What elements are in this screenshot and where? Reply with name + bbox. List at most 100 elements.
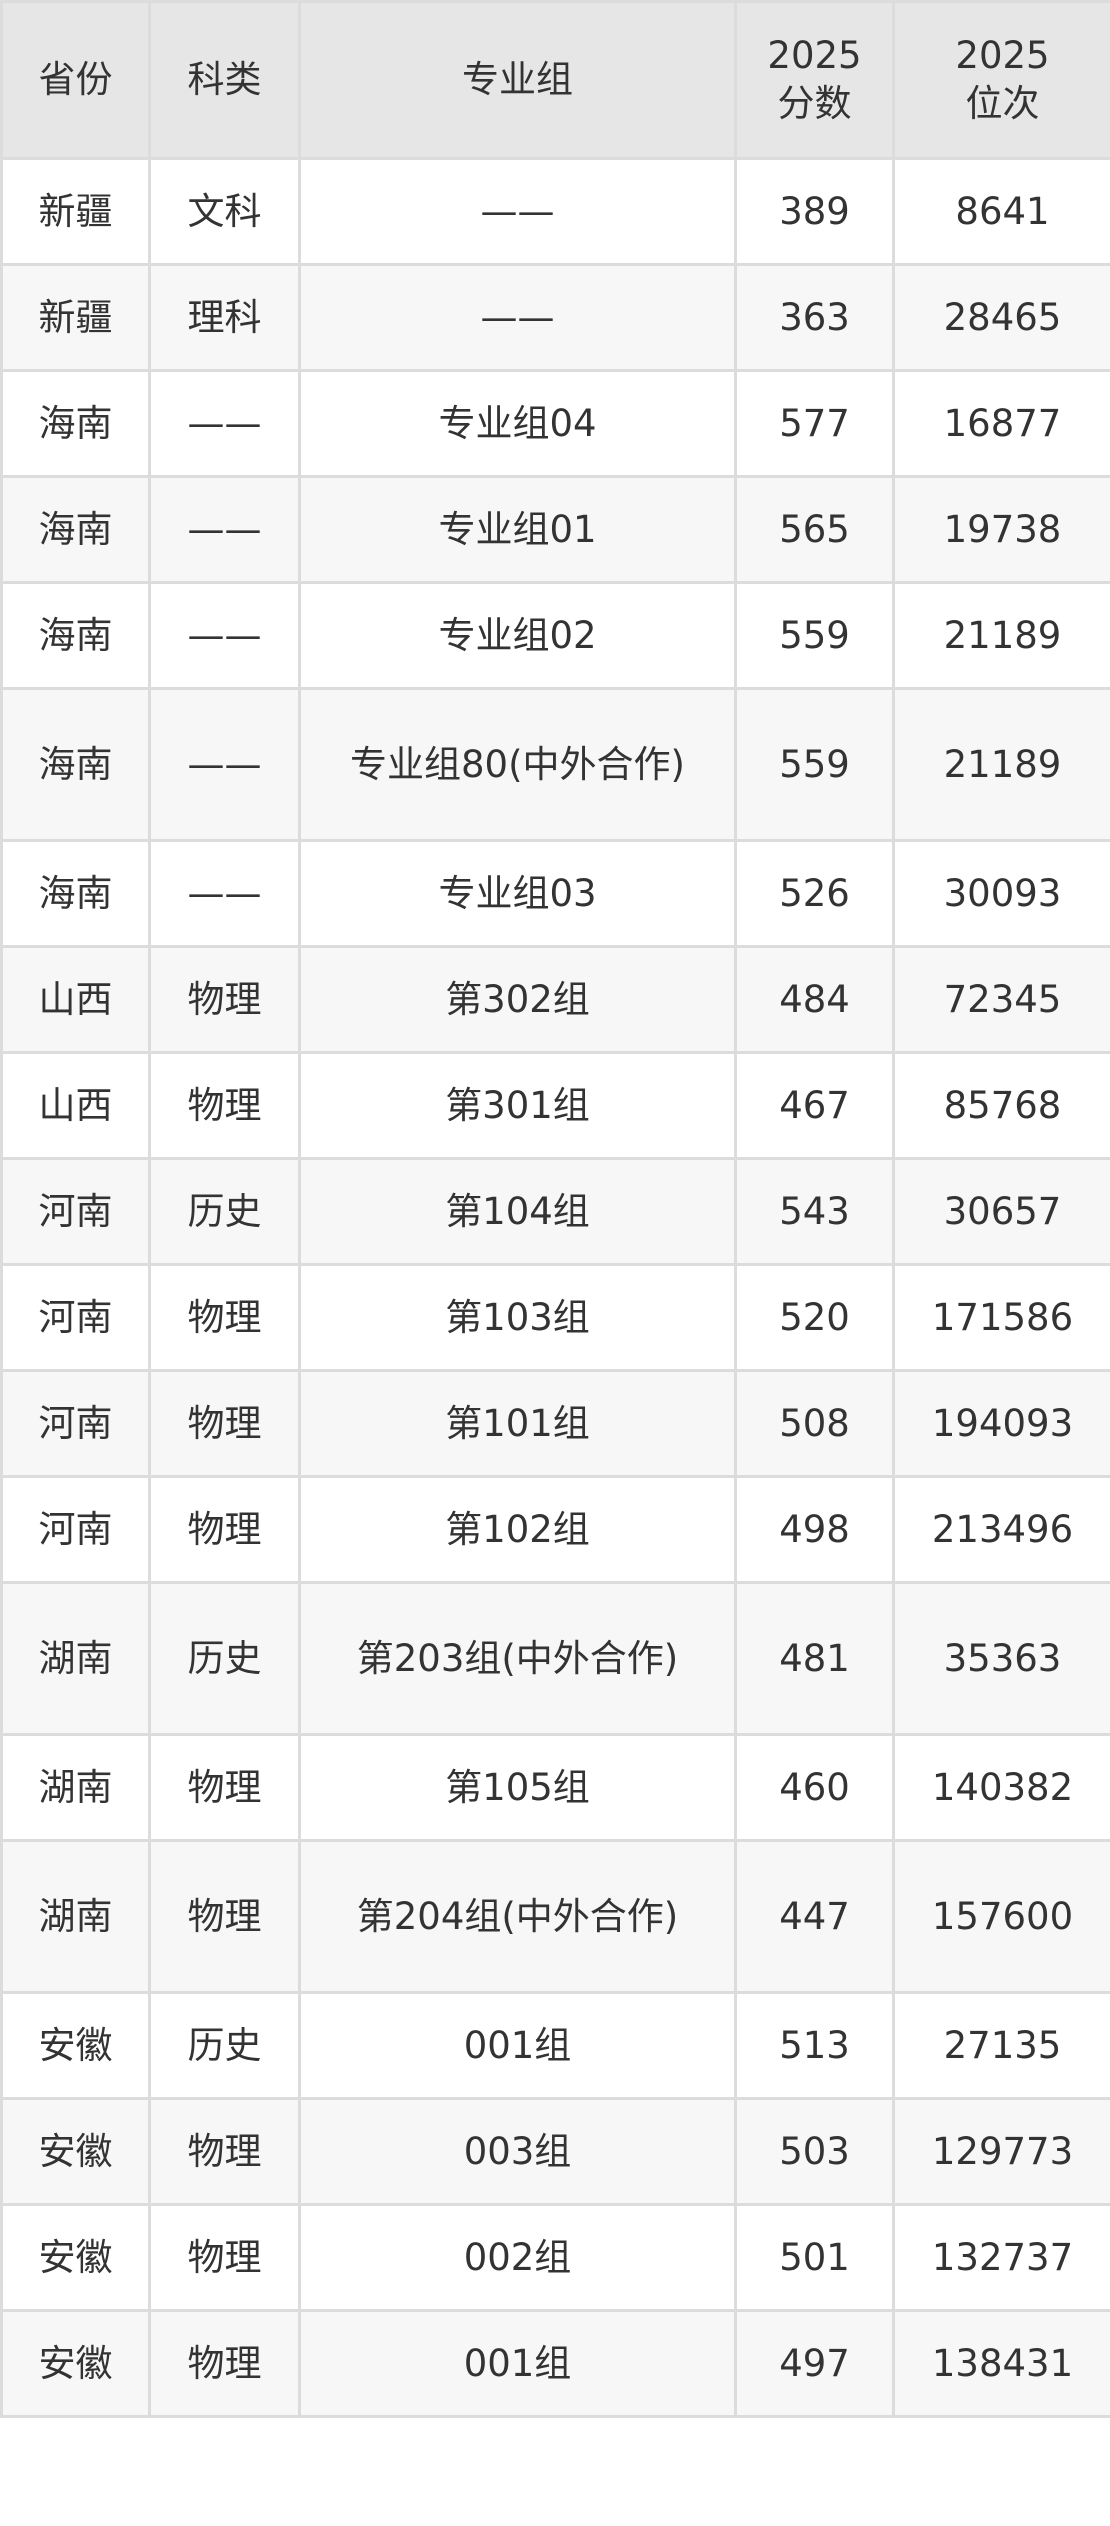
cell-province: 海南 (0, 581, 151, 690)
cell-score: 467 (734, 1051, 895, 1160)
cell-category: —— (148, 581, 301, 690)
cell-group: 第101组 (298, 1369, 737, 1478)
cell-rank: 30657 (892, 1157, 1110, 1266)
header-group: 专业组 (298, 0, 737, 160)
cell-group: —— (298, 263, 737, 372)
table-row: 海南 —— 专业组01 565 19738 (0, 475, 1110, 584)
table-row: 河南 物理 第102组 498 213496 (0, 1475, 1110, 1584)
cell-score: 520 (734, 1263, 895, 1372)
cell-category: 物理 (148, 2097, 301, 2206)
cell-rank: 21189 (892, 581, 1110, 690)
cell-group: 专业组02 (298, 581, 737, 690)
table-row: 湖南 历史 第203组(中外合作) 481 35363 (0, 1581, 1110, 1736)
table-row: 安徽 历史 001组 513 27135 (0, 1991, 1110, 2100)
cell-rank: 8641 (892, 157, 1110, 266)
cell-rank: 85768 (892, 1051, 1110, 1160)
cell-province: 湖南 (0, 1839, 151, 1994)
cell-province: 河南 (0, 1475, 151, 1584)
cell-rank: 35363 (892, 1581, 1110, 1736)
cell-score: 389 (734, 157, 895, 266)
cell-score: 513 (734, 1991, 895, 2100)
cell-group: 第203组(中外合作) (298, 1581, 737, 1736)
cell-category: 历史 (148, 1157, 301, 1266)
cell-rank: 27135 (892, 1991, 1110, 2100)
cell-rank: 21189 (892, 687, 1110, 842)
cell-category: 历史 (148, 1581, 301, 1736)
cell-province: 河南 (0, 1369, 151, 1478)
cell-group: 第302组 (298, 945, 737, 1054)
table-row: 海南 —— 专业组04 577 16877 (0, 369, 1110, 478)
cell-score: 526 (734, 839, 895, 948)
cell-category: 物理 (148, 2309, 301, 2418)
cell-group: 专业组80(中外合作) (298, 687, 737, 842)
cell-province: 河南 (0, 1263, 151, 1372)
cell-province: 海南 (0, 369, 151, 478)
cell-rank: 194093 (892, 1369, 1110, 1478)
header-province: 省份 (0, 0, 151, 160)
header-rank: 2025 位次 (892, 0, 1110, 160)
header-score: 2025 分数 (734, 0, 895, 160)
cell-province: 河南 (0, 1157, 151, 1266)
table-row: 海南 —— 专业组80(中外合作) 559 21189 (0, 687, 1110, 842)
cell-rank: 28465 (892, 263, 1110, 372)
cell-province: 海南 (0, 475, 151, 584)
cell-rank: 19738 (892, 475, 1110, 584)
cell-category: —— (148, 369, 301, 478)
cell-score: 501 (734, 2203, 895, 2312)
cell-group: 第105组 (298, 1733, 737, 1842)
cell-score: 559 (734, 687, 895, 842)
cell-category: 物理 (148, 945, 301, 1054)
table-row: 河南 历史 第104组 543 30657 (0, 1157, 1110, 1266)
cell-category: 物理 (148, 1051, 301, 1160)
cell-category: 物理 (148, 2203, 301, 2312)
cell-group: 第204组(中外合作) (298, 1839, 737, 1994)
cell-province: 山西 (0, 1051, 151, 1160)
cell-category: —— (148, 839, 301, 948)
cell-province: 新疆 (0, 157, 151, 266)
table-row: 河南 物理 第103组 520 171586 (0, 1263, 1110, 1372)
table-row: 新疆 理科 —— 363 28465 (0, 263, 1110, 372)
table-row: 山西 物理 第301组 467 85768 (0, 1051, 1110, 1160)
cell-score: 543 (734, 1157, 895, 1266)
table-row: 海南 —— 专业组03 526 30093 (0, 839, 1110, 948)
cell-category: 理科 (148, 263, 301, 372)
cell-province: 安徽 (0, 2309, 151, 2418)
cell-province: 海南 (0, 687, 151, 842)
cell-group: 003组 (298, 2097, 737, 2206)
cell-score: 363 (734, 263, 895, 372)
cell-rank: 72345 (892, 945, 1110, 1054)
cell-score: 508 (734, 1369, 895, 1478)
cell-category: 文科 (148, 157, 301, 266)
cell-category: 物理 (148, 1475, 301, 1584)
cell-group: 第102组 (298, 1475, 737, 1584)
cell-score: 481 (734, 1581, 895, 1736)
cell-group: 专业组04 (298, 369, 737, 478)
cell-province: 新疆 (0, 263, 151, 372)
cell-group: 专业组01 (298, 475, 737, 584)
cell-category: 历史 (148, 1991, 301, 2100)
cell-score: 559 (734, 581, 895, 690)
cell-province: 安徽 (0, 2203, 151, 2312)
table-row: 湖南 物理 第105组 460 140382 (0, 1733, 1110, 1842)
cell-category: 物理 (148, 1369, 301, 1478)
cell-province: 海南 (0, 839, 151, 948)
table-row: 安徽 物理 001组 497 138431 (0, 2309, 1110, 2418)
cell-category: 物理 (148, 1839, 301, 1994)
cell-score: 497 (734, 2309, 895, 2418)
cell-score: 484 (734, 945, 895, 1054)
cell-category: 物理 (148, 1733, 301, 1842)
cell-province: 湖南 (0, 1733, 151, 1842)
cell-rank: 157600 (892, 1839, 1110, 1994)
cell-province: 安徽 (0, 1991, 151, 2100)
cell-rank: 132737 (892, 2203, 1110, 2312)
header-category: 科类 (148, 0, 301, 160)
table-row: 河南 物理 第101组 508 194093 (0, 1369, 1110, 1478)
cell-score: 447 (734, 1839, 895, 1994)
cell-rank: 129773 (892, 2097, 1110, 2206)
table-row: 湖南 物理 第204组(中外合作) 447 157600 (0, 1839, 1110, 1994)
cell-score: 577 (734, 369, 895, 478)
cell-category: —— (148, 475, 301, 584)
table-row: 安徽 物理 002组 501 132737 (0, 2203, 1110, 2312)
table-row: 新疆 文科 —— 389 8641 (0, 157, 1110, 266)
cell-rank: 213496 (892, 1475, 1110, 1584)
